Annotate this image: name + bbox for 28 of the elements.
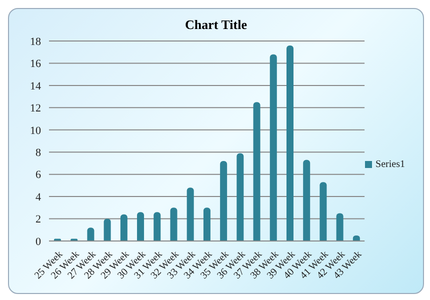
chart-title: Chart Title — [184, 16, 248, 34]
bar — [170, 208, 178, 241]
bar — [120, 214, 128, 241]
y-tick-label: 10 — [30, 124, 42, 137]
y-tick-label: 18 — [30, 36, 42, 48]
bar — [203, 208, 210, 241]
bar — [286, 45, 294, 241]
legend-label: Series1 — [376, 158, 405, 170]
y-tick-label: 12 — [30, 102, 41, 115]
y-tick-label: 6 — [36, 169, 42, 182]
bar — [137, 212, 144, 241]
y-tick-label: 8 — [36, 147, 42, 160]
y-tick-label: 4 — [36, 191, 42, 204]
y-tick-label: 0 — [36, 236, 42, 248]
bar — [104, 218, 111, 241]
bar — [320, 182, 327, 241]
bar — [87, 228, 94, 241]
bar — [336, 213, 344, 241]
y-tick-label: 16 — [30, 58, 42, 70]
y-tick-label: 14 — [30, 80, 42, 92]
bar — [220, 161, 228, 241]
bar — [270, 54, 277, 241]
y-tick-label: 2 — [36, 214, 41, 226]
bar — [236, 153, 244, 241]
bar — [253, 102, 260, 241]
bar — [303, 160, 310, 241]
bar — [186, 188, 194, 241]
bar — [154, 212, 161, 241]
